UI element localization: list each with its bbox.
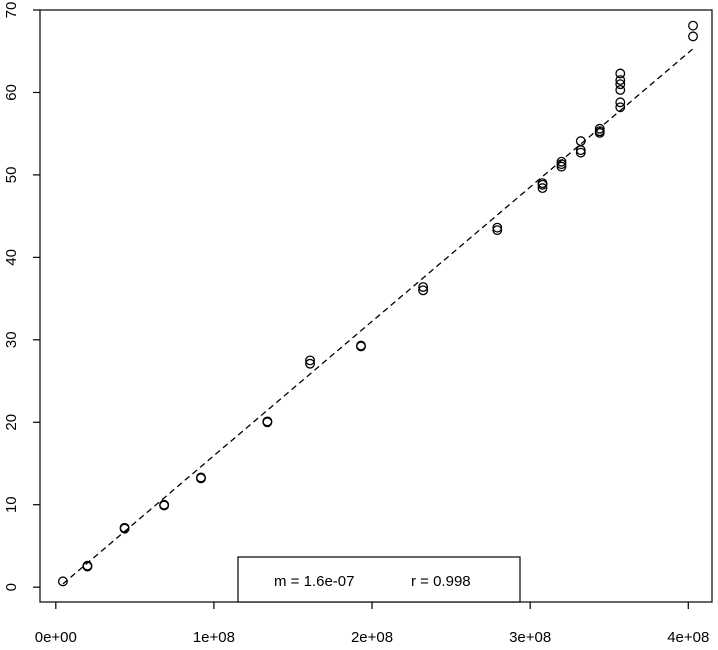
data-points	[57, 20, 698, 587]
y-tick-label: 30	[3, 331, 20, 348]
fit-annotation-box: m = 1.6e-07 r = 0.998	[237, 556, 521, 603]
x-tick-label: 1e+08	[193, 629, 235, 646]
data-point	[615, 97, 626, 108]
slope-label: m = 1.6e-07	[274, 573, 354, 590]
correlation-label: r = 0.998	[411, 573, 471, 590]
data-point	[615, 68, 626, 79]
data-point	[556, 159, 567, 170]
data-point	[594, 127, 605, 138]
data-point	[356, 341, 366, 352]
y-tick-label: 60	[3, 84, 20, 101]
data-point	[159, 500, 170, 511]
y-axis: 0 10 20 30 40 50 60 70	[3, 2, 40, 591]
data-point	[594, 123, 605, 134]
x-tick-label: 4e+08	[667, 629, 709, 646]
data-point	[556, 156, 567, 167]
data-point	[82, 561, 93, 572]
data-point	[688, 31, 698, 42]
data-point	[615, 79, 626, 90]
y-tick-label: 20	[3, 414, 20, 431]
data-point	[196, 473, 206, 484]
x-axis: 0e+00 1e+08 2e+08 3e+08 4e+08	[35, 602, 709, 646]
data-point	[305, 355, 316, 366]
data-point	[418, 282, 429, 292]
data-point	[492, 222, 503, 233]
annotation-frame	[237, 556, 521, 603]
y-tick-label: 50	[3, 167, 20, 184]
plot-frame	[39, 9, 713, 603]
data-point	[575, 147, 586, 158]
y-tick-label: 70	[3, 2, 20, 19]
data-point	[537, 183, 548, 194]
x-tick-label: 3e+08	[509, 629, 551, 646]
x-tick-label: 0e+00	[35, 629, 77, 646]
data-point	[688, 20, 698, 31]
data-point	[575, 145, 586, 156]
fit-line	[62, 48, 694, 585]
data-point	[556, 161, 567, 172]
y-tick-label: 40	[3, 249, 20, 266]
data-point	[492, 225, 503, 236]
y-tick-label: 0	[3, 583, 20, 591]
data-point	[57, 576, 68, 587]
data-point	[615, 75, 626, 86]
x-tick-label: 2e+08	[351, 629, 393, 646]
data-point	[305, 358, 316, 369]
y-tick-label: 10	[3, 496, 20, 513]
data-point	[418, 285, 429, 296]
data-point	[262, 417, 273, 428]
data-point	[537, 179, 548, 190]
data-point	[615, 85, 626, 95]
data-point	[615, 102, 626, 113]
data-point	[119, 523, 130, 534]
